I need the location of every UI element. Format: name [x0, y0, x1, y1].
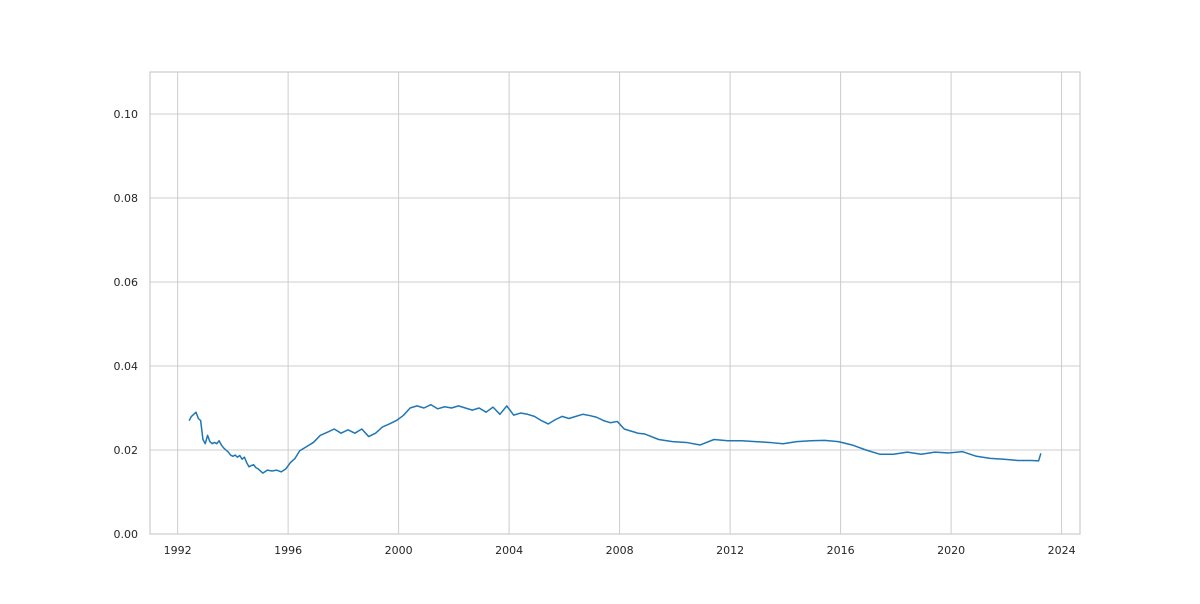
y-tick-label: 0.10 — [114, 108, 139, 121]
x-tick-label: 1996 — [274, 544, 302, 557]
y-tick-label: 0.00 — [114, 528, 139, 541]
y-tick-label: 0.02 — [114, 444, 139, 457]
x-tick-label: 2024 — [1048, 544, 1076, 557]
x-tick-label: 2004 — [495, 544, 523, 557]
plot-frame — [149, 71, 1081, 535]
y-tick-label: 0.08 — [114, 192, 139, 205]
series-line — [188, 403, 1042, 474]
series-layer — [188, 403, 1042, 474]
y-tick-label: 0.06 — [114, 276, 139, 289]
x-tick-label: 2020 — [937, 544, 965, 557]
x-axis-ticks: 1992 1996 2000 2004 2008 2012 2016 2020 2024 — [164, 544, 1076, 557]
y-axis-ticks: 0.00 0.02 0.04 0.06 0.08 0.10 — [114, 108, 139, 541]
x-tick-label: 2016 — [827, 544, 855, 557]
x-tick-label: 2012 — [716, 544, 744, 557]
plot-area-border — [149, 71, 1081, 535]
y-tick-label: 0.04 — [114, 360, 139, 373]
x-tick-label: 1992 — [164, 544, 192, 557]
x-tick-label: 2000 — [385, 544, 413, 557]
x-tick-label: 2008 — [606, 544, 634, 557]
